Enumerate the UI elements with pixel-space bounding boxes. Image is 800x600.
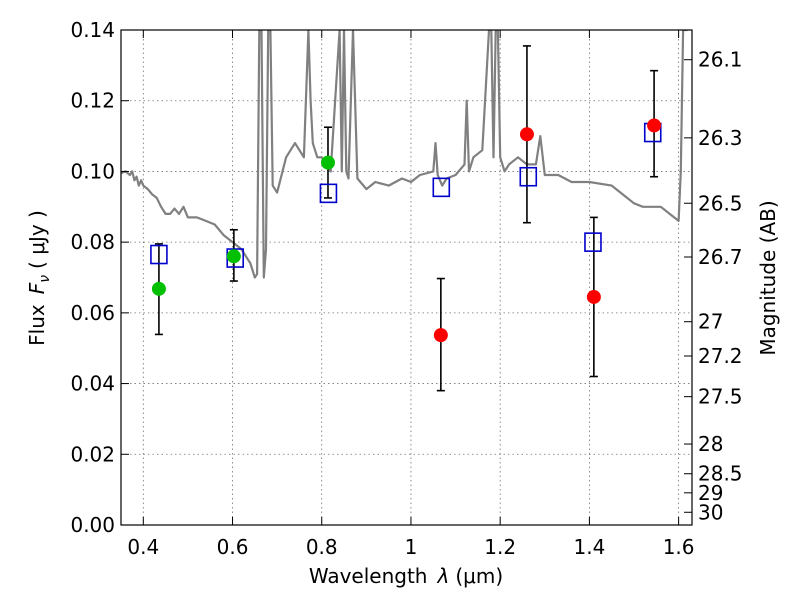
model-spectrum-line [121,30,688,279]
y-axis-label-symbol: F [25,282,49,294]
y-tick-label: 0.00 [70,513,115,537]
y-axis-label: Flux Fν ( μJy ) [25,210,53,346]
grid [121,30,692,525]
y-axis-label-subscript: ν [37,275,53,283]
y-tick-label: 0.14 [70,18,115,42]
red-point [647,118,662,133]
magnitude-tick-label: 26.7 [698,245,743,269]
x-tick-label: 0.6 [217,535,249,559]
green-point [226,249,241,264]
plot-frame [120,29,693,526]
y-axis-label-text: Flux [25,304,49,346]
x-tick-label: 0.4 [127,535,159,559]
x-tick-label: 0.8 [306,535,338,559]
model-band-square [150,244,168,265]
y-tick-label: 0.10 [70,159,115,183]
red-point [586,289,601,304]
magnitude-tick-label: 27.5 [698,385,743,409]
green-point [320,155,335,170]
x-tick-label: 1.4 [573,535,605,559]
x-axis-label-symbol: λ [437,564,450,588]
x-tick-label: 1 [405,535,418,559]
y-tick-label: 0.06 [70,301,115,325]
y-tick-label: 0.04 [70,372,115,396]
model-band-square [319,183,338,204]
axes: 0.4 0.6 0.8 1 1.2 1.4 1.6 0.00 0.02 0.04 0.06 0.08 0… [70,18,742,559]
x-tick-label: 1.2 [484,535,516,559]
magnitude-tick-label: 30 [698,500,723,524]
y-tick-label: 0.08 [70,230,115,254]
magnitude-tick-label: 26.3 [698,126,743,150]
red-point [519,127,534,142]
data-layer [121,30,688,392]
x-axis-label-unit: (μm) [455,564,503,588]
magnitude-tick-label: 27.2 [698,344,743,368]
y-tick-label: 0.12 [70,89,115,113]
y-tick-label: 0.02 [70,442,115,466]
magnitude-tick-label: 27 [698,310,723,334]
magnitude-tick-label: 29 [698,481,723,505]
red-point [433,328,448,343]
magnitude-axis-label: Magnitude (AB) [756,200,780,355]
x-axis-label: Wavelength λ (μm) [309,564,503,588]
magnitude-tick-label: 28 [698,432,723,456]
model-band-square [584,232,602,252]
green-point [151,281,166,296]
magnitude-tick-label: 26.5 [698,191,743,215]
model-band-square [432,177,451,198]
x-tick-label: 1.6 [663,535,695,559]
x-axis-label-text: Wavelength [309,564,428,588]
y-axis-label-unit: ( μJy ) [25,210,49,269]
magnitude-tick-label: 26.1 [698,48,743,72]
plot-background [121,30,692,525]
model-band-square [519,166,538,187]
magnitude-tick-label: 28.5 [698,462,743,486]
